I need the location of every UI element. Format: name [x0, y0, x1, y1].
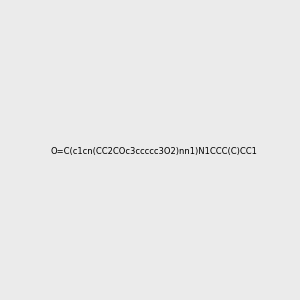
- Text: O=C(c1cn(CC2COc3ccccc3O2)nn1)N1CCC(C)CC1: O=C(c1cn(CC2COc3ccccc3O2)nn1)N1CCC(C)CC1: [50, 147, 257, 156]
